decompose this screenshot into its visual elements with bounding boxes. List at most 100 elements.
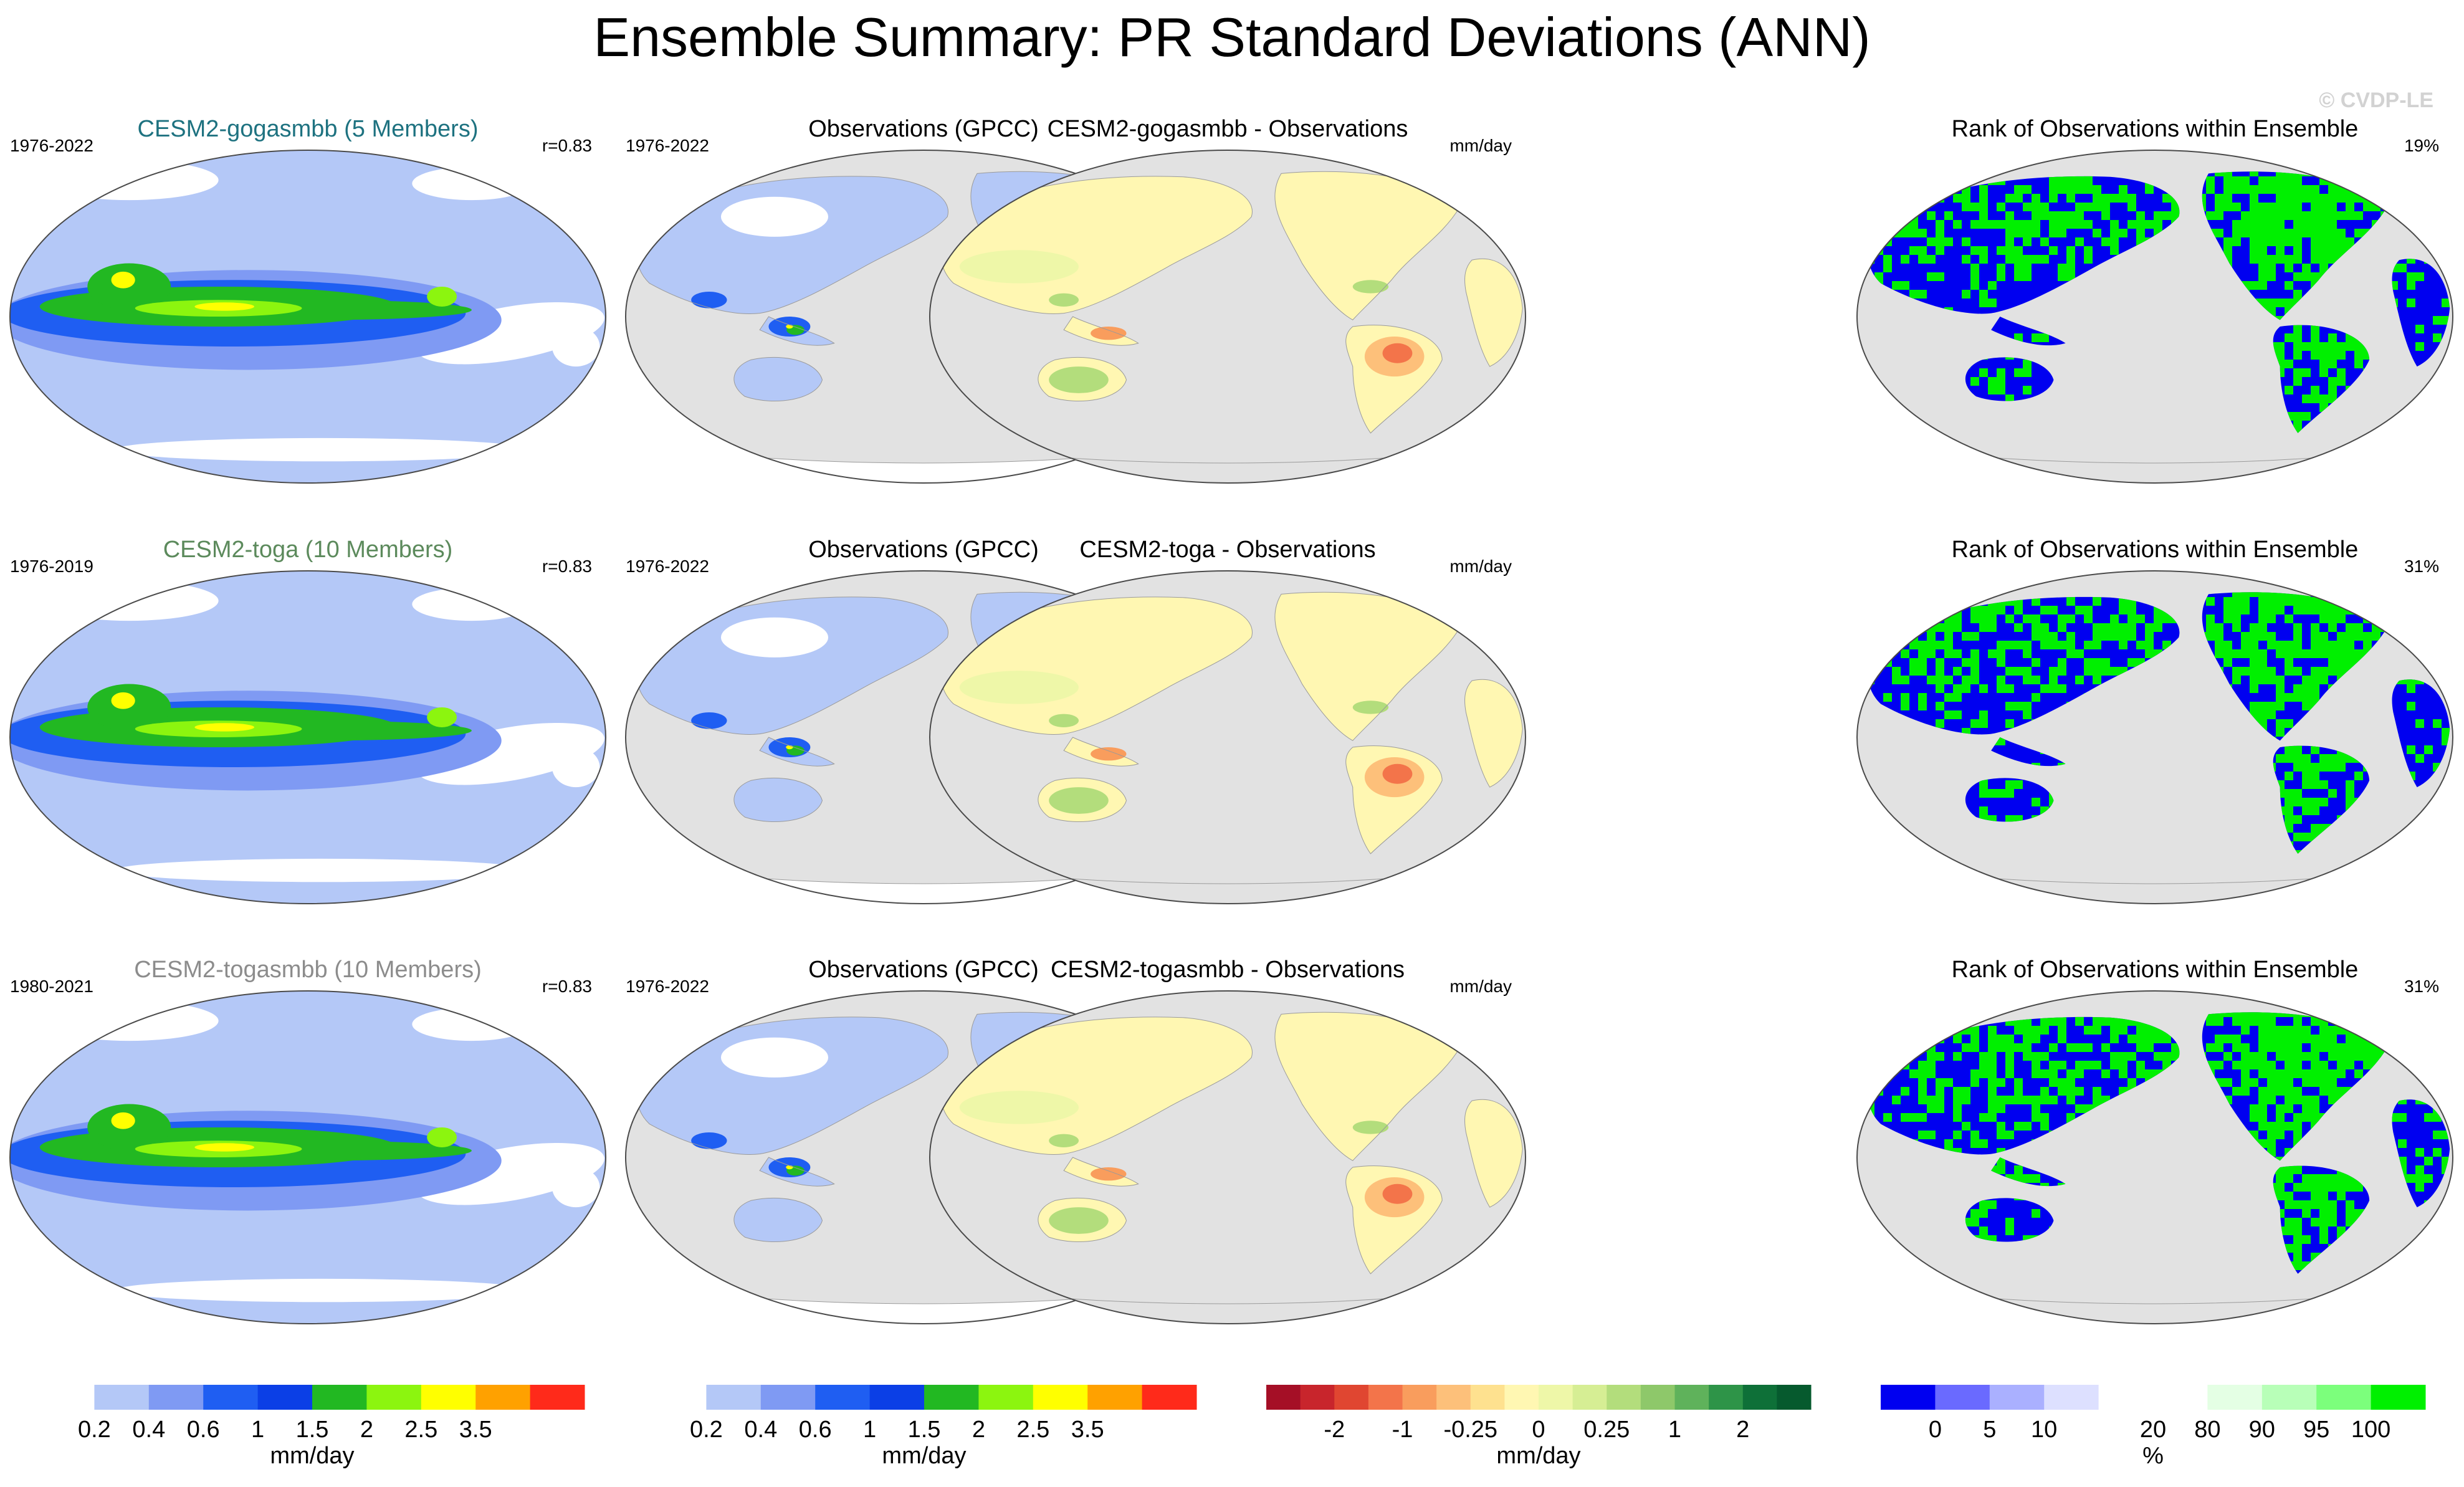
colorbar-swatch [40, 1385, 95, 1410]
map-panel-r2-c4: Rank of Observations within Ensemble 31% [1856, 537, 2453, 904]
panel-period-label: 1980-2021 [10, 977, 93, 996]
colorbar-swatch [1436, 1385, 1471, 1410]
panel-period-label: 1976-2022 [626, 977, 709, 996]
colorbar-swatch [421, 1385, 476, 1410]
panel-corner-label: 31% [2404, 557, 2439, 576]
colorbar-tick-label: 0 [1929, 1417, 1942, 1443]
colorbar-std-model: 0.2 0.4 0.6 1 1.5 2 2.5 3.5 mm/day [40, 1385, 585, 1469]
panel-period-label: 1976-2022 [626, 136, 709, 155]
colorbar-swatch [1572, 1385, 1607, 1410]
colorbar-tick-label: 1 [863, 1417, 876, 1443]
colorbar-swatch [1087, 1385, 1143, 1410]
map-field [10, 571, 606, 904]
panel-corner-label: mm/day [1449, 977, 1512, 996]
colorbar-swatch [2316, 1385, 2372, 1410]
colorbar-swatch [1777, 1385, 1812, 1410]
colorbar-swatch [706, 1385, 762, 1410]
colorbar-tick-label: 0.6 [187, 1417, 220, 1443]
colorbar-tick-label: -2 [1324, 1417, 1345, 1443]
colorbar-swatch [94, 1385, 150, 1410]
colorbar-swatch [1334, 1385, 1369, 1410]
colorbar-diff: -2 -1 -0.25 0 0.25 1 2 mm/day [1266, 1385, 1812, 1469]
panel-corner-label: 31% [2404, 977, 2439, 996]
panel-title: CESM2-toga (10 Members) [163, 537, 453, 563]
map-panel-r3-c4: Rank of Observations within Ensemble 31% [1856, 957, 2453, 1324]
colorbar-swatch [924, 1385, 979, 1410]
map-field [930, 571, 1526, 904]
colorbar-tick-label: -0.25 [1443, 1417, 1497, 1443]
panel-corner-label: 19% [2404, 136, 2439, 155]
colorbar-swatch [1266, 1385, 1301, 1410]
colorbar-swatch [530, 1385, 585, 1410]
map-border [1856, 990, 2453, 1324]
map-border [929, 990, 1526, 1324]
colorbar-tick-label: 100 [2351, 1417, 2390, 1443]
colorbar-swatch [815, 1385, 871, 1410]
colorbar-tick-label: 1 [251, 1417, 264, 1443]
colorbar-tick-label: 0.4 [744, 1417, 777, 1443]
map-field [10, 991, 606, 1324]
colorbar-swatch [203, 1385, 259, 1410]
copyright-label: © CVDP-LE [2319, 88, 2433, 112]
colorbar-unit-label: mm/day [270, 1443, 354, 1469]
map-panels: CESM2-gogasmbb (5 Members) 1976-2022 r=0.8… [9, 116, 2453, 1324]
colorbar-swatch [1504, 1385, 1539, 1410]
colorbar-tick-label: 1.5 [296, 1417, 329, 1443]
colorbar-swatch [1607, 1385, 1641, 1410]
colorbar-tick-label: 0.4 [132, 1417, 165, 1443]
panel-period-label: 1976-2022 [10, 136, 93, 155]
colorbar-swatch [1142, 1385, 1197, 1410]
colorbar-swatch [1640, 1385, 1675, 1410]
colorbar-tick-label: 90 [2249, 1417, 2275, 1443]
panel-title: Observations (GPCC) [808, 957, 1039, 983]
colorbar-swatch [2261, 1385, 2317, 1410]
panel-title: CESM2-togasmbb (10 Members) [134, 957, 482, 983]
colorbar-swatch [312, 1385, 367, 1410]
map-border [929, 570, 1526, 904]
colorbar-tick-label: 1.5 [908, 1417, 941, 1443]
colorbar-swatch [1033, 1385, 1088, 1410]
panel-title: CESM2-gogasmbb - Observations [1048, 116, 1408, 142]
panel-corner-label: mm/day [1449, 557, 1512, 576]
colorbar-swatch [869, 1385, 925, 1410]
map-field [930, 991, 1526, 1324]
colorbar-tick-label: 5 [1983, 1417, 1996, 1443]
colorbar-tick-label: 95 [2303, 1417, 2329, 1443]
map-panel-r3-c1: CESM2-togasmbb (10 Members) 1980-2021 r=0.… [9, 957, 606, 1324]
colorbar-swatch [1989, 1385, 2045, 1410]
colorbar-tick-label: 0.2 [78, 1417, 111, 1443]
colorbar-tick-label: 0.6 [799, 1417, 832, 1443]
colorbar-swatch [978, 1385, 1034, 1410]
panel-period-label: 1976-2022 [626, 557, 709, 576]
colorbar-swatch [1300, 1385, 1335, 1410]
colorbar-swatch [2153, 1385, 2208, 1410]
map-border [9, 570, 606, 904]
panel-corner-label: r=0.83 [542, 977, 592, 996]
colorbar-tick-label: 2 [1736, 1417, 1749, 1443]
map-border [929, 150, 1526, 484]
colorbar-unit-label: % [2142, 1443, 2164, 1469]
colorbar-std-obs: 0.2 0.4 0.6 1 1.5 2 2.5 3.5 mm/day [652, 1385, 1197, 1469]
panel-corner-label: r=0.83 [542, 557, 592, 576]
colorbar-unit-label: mm/day [1496, 1443, 1580, 1469]
colorbar-tick-label: 0.25 [1583, 1417, 1630, 1443]
colorbar-swatch [1402, 1385, 1437, 1410]
panel-corner-label: mm/day [1449, 136, 1512, 155]
colorbar-tick-label: 0 [1532, 1417, 1545, 1443]
panel-title: Observations (GPCC) [808, 537, 1039, 563]
colorbar-swatch [2098, 1385, 2154, 1410]
map-border [9, 150, 606, 484]
colorbar-swatch [1470, 1385, 1505, 1410]
panel-title: Rank of Observations within Ensemble [1952, 957, 2359, 983]
colorbar-swatch [652, 1385, 707, 1410]
colorbar-tick-label: 20 [2140, 1417, 2166, 1443]
colorbar-swatch [2207, 1385, 2263, 1410]
figure-title: Ensemble Summary: PR Standard Deviations… [593, 6, 1870, 68]
colorbars: 0.2 0.4 0.6 1 1.5 2 2.5 3.5 mm/day 0.2 0.4 0.6 1 1.5 2… [40, 1385, 2426, 1469]
colorbar-swatch [366, 1385, 422, 1410]
panel-title: Rank of Observations within Ensemble [1952, 537, 2359, 563]
colorbar-tick-label: 10 [2031, 1417, 2057, 1443]
colorbar-swatch [1674, 1385, 1709, 1410]
map-panel-r1-c1: CESM2-gogasmbb (5 Members) 1976-2022 r=0.8… [9, 116, 606, 484]
colorbar-swatch [1539, 1385, 1573, 1410]
